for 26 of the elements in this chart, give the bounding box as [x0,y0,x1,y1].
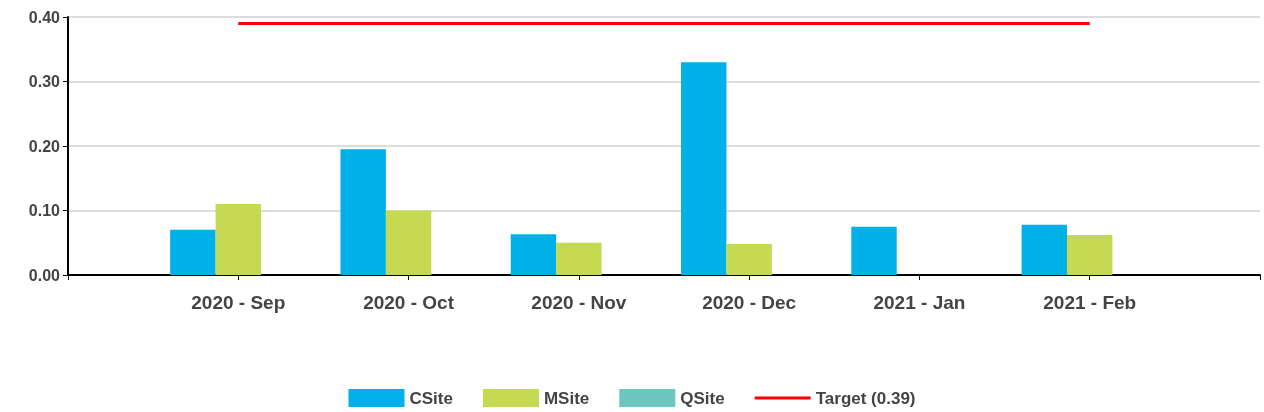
bar [851,226,897,275]
bar [726,244,772,275]
y-tick-label: 0.20 [28,137,61,155]
bar [340,149,386,275]
legend-label: MSite [543,388,590,408]
bar [510,234,557,275]
legend-label: CSite [409,388,453,408]
x-tick-label: 2020 - Dec [702,292,797,313]
bar [170,229,216,275]
y-tick-label: 0.30 [28,73,61,90]
x-tick-label: 2020 - Oct [363,292,455,313]
legend-label: QSite [680,388,725,408]
y-tick-label: 0.00 [28,266,61,284]
bar [556,242,602,275]
y-tick-label: 0.10 [28,202,61,219]
bar [1021,224,1068,275]
bar [681,62,727,275]
y-tick-label: 0.40 [28,8,61,26]
legend-label: Target (0.39) [815,388,916,408]
x-tick-label: 2020 - Nov [531,292,627,313]
x-tick-label: 2020 - Sep [191,292,286,313]
bar [1067,235,1113,275]
bar [215,204,261,275]
x-tick-label: 2021 - Feb [1043,292,1137,313]
bar [385,210,432,275]
x-tick-label: 2021 - Jan [873,292,966,313]
